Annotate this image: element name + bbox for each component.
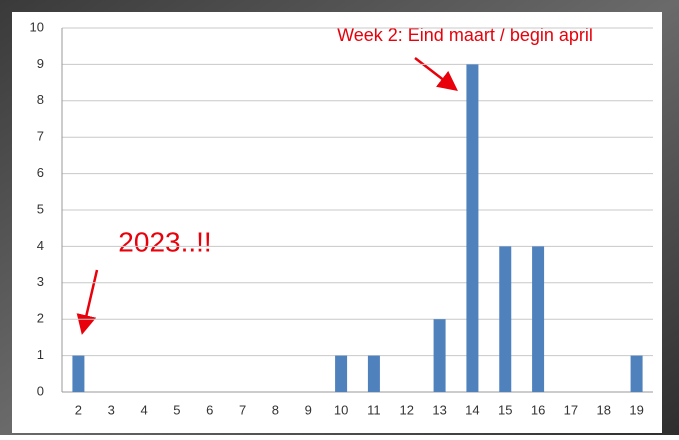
annotation: 2023..!!: [118, 226, 211, 257]
arrow: [414, 57, 458, 92]
y-tick-label: 2: [37, 311, 44, 326]
annotation: Week 2: Eind maart / begin april: [337, 25, 593, 45]
arrow: [76, 269, 99, 335]
x-tick-label: 19: [629, 402, 643, 417]
x-tick-label: 15: [498, 402, 512, 417]
x-tick-label: 5: [173, 402, 180, 417]
x-tick-label: 16: [531, 402, 545, 417]
x-tick-label: 8: [272, 402, 279, 417]
y-tick-label: 10: [30, 19, 44, 34]
y-tick-label: 0: [37, 383, 44, 398]
x-tick-label: 4: [140, 402, 147, 417]
bar: [466, 64, 479, 393]
bar: [499, 246, 512, 392]
bar: [630, 355, 643, 392]
bar: [335, 355, 348, 392]
x-tick-label: 11: [367, 402, 381, 417]
x-tick-label: 9: [305, 402, 312, 417]
bar: [433, 319, 446, 392]
x-tick-label: 6: [206, 402, 213, 417]
bar: [72, 355, 85, 392]
x-tick-label: 7: [239, 402, 246, 417]
bar: [532, 246, 545, 392]
x-tick-label: 17: [564, 402, 578, 417]
x-tick-label: 18: [597, 402, 611, 417]
x-tick-label: 2: [75, 402, 82, 417]
y-tick-label: 3: [37, 274, 44, 289]
y-tick-label: 1: [37, 347, 44, 362]
x-tick-label: 10: [334, 402, 348, 417]
y-tick-label: 8: [37, 92, 44, 107]
y-tick-label: 4: [37, 238, 44, 253]
bar: [367, 355, 380, 392]
y-tick-label: 9: [37, 56, 44, 71]
x-tick-label: 13: [432, 402, 446, 417]
x-tick-label: 14: [465, 402, 479, 417]
x-tick-label: 3: [108, 402, 115, 417]
y-tick-label: 6: [37, 165, 44, 180]
x-tick-label: 12: [400, 402, 414, 417]
y-tick-label: 5: [37, 201, 44, 216]
y-tick-label: 7: [37, 129, 44, 144]
